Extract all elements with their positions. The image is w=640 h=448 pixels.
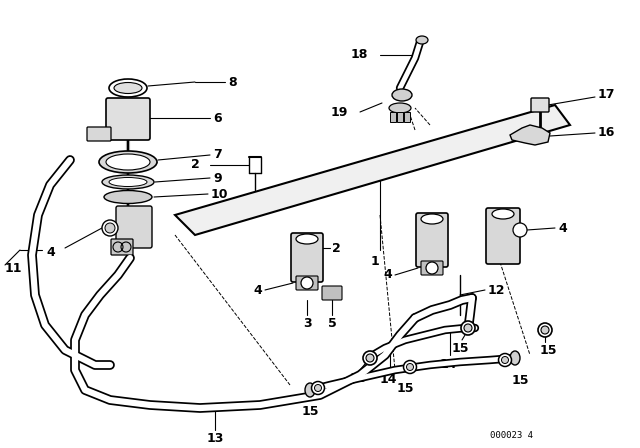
Text: 4: 4 (558, 221, 567, 234)
Ellipse shape (312, 382, 324, 395)
Text: 000023 4: 000023 4 (490, 431, 533, 439)
Text: 15: 15 (511, 374, 529, 387)
Ellipse shape (366, 354, 374, 362)
Ellipse shape (513, 223, 527, 237)
FancyBboxPatch shape (416, 213, 448, 267)
FancyBboxPatch shape (531, 98, 549, 112)
FancyBboxPatch shape (87, 127, 111, 141)
Ellipse shape (389, 103, 411, 113)
Text: 2: 2 (191, 159, 200, 172)
Text: 9: 9 (213, 172, 221, 185)
Ellipse shape (296, 234, 318, 244)
Text: 10: 10 (211, 188, 228, 201)
Ellipse shape (314, 384, 321, 392)
Polygon shape (510, 125, 550, 145)
Ellipse shape (106, 154, 150, 170)
Text: 7: 7 (213, 148, 221, 161)
Ellipse shape (499, 353, 511, 366)
Text: 14: 14 (380, 373, 397, 386)
Ellipse shape (305, 383, 315, 397)
Ellipse shape (114, 82, 142, 94)
Text: 1: 1 (371, 255, 380, 268)
Text: 16: 16 (598, 126, 616, 139)
Text: 4: 4 (383, 268, 392, 281)
Text: 6: 6 (213, 112, 221, 125)
FancyBboxPatch shape (111, 239, 133, 255)
Ellipse shape (403, 361, 417, 374)
Ellipse shape (363, 351, 377, 365)
Ellipse shape (461, 321, 475, 335)
Text: 15: 15 (540, 344, 557, 357)
Ellipse shape (105, 223, 115, 233)
Ellipse shape (392, 89, 412, 101)
Ellipse shape (416, 36, 428, 44)
FancyBboxPatch shape (404, 112, 410, 122)
FancyBboxPatch shape (421, 261, 443, 275)
Ellipse shape (102, 175, 154, 189)
FancyBboxPatch shape (486, 208, 520, 264)
Text: 19: 19 (331, 105, 348, 119)
Text: 14: 14 (439, 358, 457, 371)
Text: 8: 8 (228, 76, 237, 89)
Text: 17: 17 (598, 89, 616, 102)
Ellipse shape (502, 357, 509, 363)
Text: 5: 5 (328, 317, 337, 330)
Ellipse shape (109, 79, 147, 97)
FancyBboxPatch shape (116, 206, 152, 248)
Ellipse shape (510, 351, 520, 365)
Text: 15: 15 (451, 342, 468, 355)
FancyBboxPatch shape (296, 276, 318, 290)
Text: 12: 12 (488, 284, 506, 297)
Ellipse shape (102, 220, 118, 236)
FancyBboxPatch shape (322, 286, 342, 300)
FancyBboxPatch shape (390, 112, 396, 122)
FancyBboxPatch shape (397, 112, 403, 122)
Ellipse shape (538, 323, 552, 337)
Text: 15: 15 (349, 372, 367, 385)
Ellipse shape (301, 277, 313, 289)
FancyBboxPatch shape (106, 98, 150, 140)
Ellipse shape (104, 190, 152, 203)
Ellipse shape (492, 209, 514, 219)
Ellipse shape (99, 151, 157, 173)
Ellipse shape (109, 177, 147, 186)
Ellipse shape (421, 214, 443, 224)
Ellipse shape (464, 324, 472, 332)
FancyBboxPatch shape (291, 233, 323, 282)
Text: 2: 2 (332, 241, 340, 254)
Text: 11: 11 (5, 262, 22, 275)
Text: 15: 15 (396, 382, 413, 395)
Text: 4: 4 (46, 246, 55, 258)
Text: 13: 13 (206, 432, 224, 445)
Ellipse shape (541, 326, 549, 334)
Ellipse shape (426, 262, 438, 274)
Text: 18: 18 (351, 48, 368, 61)
Ellipse shape (406, 363, 413, 370)
Text: 4: 4 (253, 284, 262, 297)
Polygon shape (175, 105, 570, 235)
Text: 3: 3 (303, 317, 311, 330)
Text: 15: 15 (301, 405, 319, 418)
